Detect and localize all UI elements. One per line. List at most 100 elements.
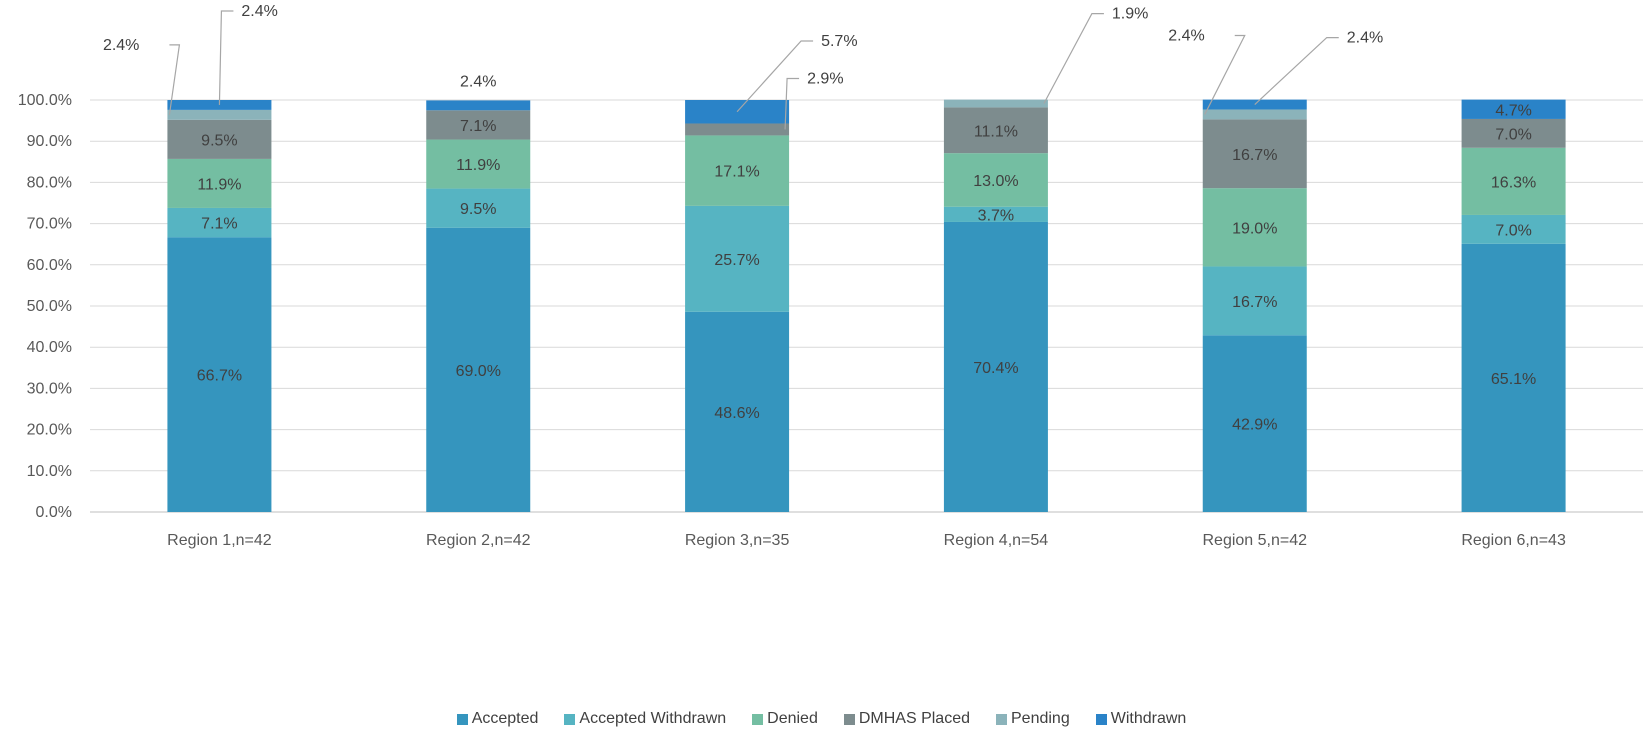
y-tick-label: 60.0% <box>27 257 72 274</box>
data-label: 11.9% <box>456 157 500 174</box>
data-label: 9.5% <box>201 132 237 149</box>
y-tick-label: 70.0% <box>27 216 72 233</box>
y-tick-label: 90.0% <box>27 133 72 150</box>
legend-item[interactable]: Denied <box>752 710 818 728</box>
legend-label: Accepted <box>471 710 539 727</box>
legend-swatch <box>843 713 855 725</box>
data-label: 16.7% <box>1232 294 1277 311</box>
x-tick-label: Region 3,n=35 <box>685 532 790 549</box>
leader-line <box>1043 12 1104 104</box>
data-label: 7.1% <box>201 216 237 233</box>
data-label: 16.7% <box>1232 147 1277 164</box>
legend-item[interactable]: Accepted Withdrawn <box>564 710 726 728</box>
bars <box>167 99 1566 513</box>
y-axis-tick-labels: 0.0% 10.0% 20.0% 30.0% 40.0% 50.0% 60.0% 70.0% 8… <box>18 92 72 521</box>
leader-line <box>736 40 814 113</box>
x-axis-tick-labels: Region 1,n=42 Region 2,n=42 Region 3,n=35 R… <box>167 532 1566 549</box>
x-tick-label: Region 4,n=54 <box>944 532 1049 549</box>
x-tick-label: Region 1,n=42 <box>167 532 272 549</box>
x-tick-label: Region 2,n=42 <box>426 532 531 549</box>
data-label: 66.7% <box>197 368 242 385</box>
legend: Accepted Accepted Withdrawn Denied DMHAS Pl… <box>0 710 1643 728</box>
bar-segment <box>685 135 790 206</box>
data-label: 11.9% <box>197 176 241 193</box>
x-tick-label: Region 6,n=43 <box>1461 532 1566 549</box>
bar-segment <box>167 237 272 513</box>
leader-line <box>784 77 800 130</box>
y-tick-label: 20.0% <box>27 422 72 439</box>
bar-segment <box>167 119 272 159</box>
data-label: 48.6% <box>714 405 759 422</box>
legend-label: Accepted Withdrawn <box>579 710 727 727</box>
y-tick-label: 50.0% <box>27 298 72 315</box>
bar-segment <box>1202 119 1307 189</box>
data-label: 2.4% <box>1168 27 1204 44</box>
bar-segment <box>1202 109 1307 120</box>
legend-label: Denied <box>767 710 818 727</box>
legend-swatch <box>456 713 468 725</box>
bar-segment <box>167 158 272 208</box>
gridlines <box>90 99 1643 513</box>
bar-segment <box>426 227 531 512</box>
bar-segment <box>943 107 1048 154</box>
data-label: 2.4% <box>1347 30 1383 47</box>
data-label: 19.0% <box>1232 220 1277 237</box>
bar-segment <box>1461 147 1566 215</box>
bar-segment <box>685 311 790 512</box>
bar-segment <box>1461 99 1566 119</box>
legend-item[interactable]: Pending <box>996 710 1070 728</box>
bar-segment <box>943 221 1048 512</box>
legend-label: Pending <box>1011 710 1070 727</box>
legend-item[interactable]: DMHAS Placed <box>843 710 970 728</box>
data-label: 5.7% <box>821 33 857 50</box>
legend-swatch <box>564 713 576 725</box>
data-label: 7.0% <box>1495 222 1531 239</box>
data-label: 2.9% <box>807 70 843 87</box>
leader-line <box>218 10 234 105</box>
y-tick-label: 0.0% <box>36 504 72 521</box>
legend-item[interactable]: Accepted <box>456 710 539 728</box>
bar-segment <box>426 188 531 228</box>
bar-segment <box>167 207 272 238</box>
bar-segment <box>426 139 531 189</box>
legend-item[interactable]: Withdrawn <box>1095 710 1187 728</box>
data-label: 2.4% <box>460 73 496 90</box>
data-label: 17.1% <box>714 164 759 181</box>
bar-segment <box>685 205 790 312</box>
legend-label: Withdrawn <box>1110 710 1187 727</box>
bar-segment <box>1202 188 1307 267</box>
bar-segment <box>1461 214 1566 244</box>
x-tick-label: Region 5,n=42 <box>1202 532 1307 549</box>
bar-segment <box>1461 118 1566 148</box>
data-label: 2.4% <box>241 3 277 20</box>
data-label: 7.0% <box>1495 126 1531 143</box>
legend-swatch <box>752 713 764 725</box>
data-label: 1.9% <box>1112 6 1148 23</box>
y-tick-label: 100.0% <box>18 92 72 109</box>
legend-swatch <box>996 713 1007 725</box>
legend-swatch <box>1095 713 1107 725</box>
data-label: 11.1% <box>974 123 1018 140</box>
bar-segment <box>685 100 790 124</box>
bar-segment <box>943 206 1048 222</box>
bar-segment <box>943 99 1048 108</box>
y-tick-label: 30.0% <box>27 380 72 397</box>
bar-segment <box>426 110 531 140</box>
data-label: 9.5% <box>460 201 496 218</box>
y-tick-label: 80.0% <box>27 174 72 191</box>
bar-segment <box>167 109 272 120</box>
leader-line <box>168 44 181 115</box>
data-label: 16.3% <box>1491 174 1536 191</box>
bar-segment <box>1202 266 1307 336</box>
leader-line <box>1254 36 1339 105</box>
data-label: 69.0% <box>456 363 501 380</box>
data-label: 65.1% <box>1491 371 1536 388</box>
data-label: 70.4% <box>973 360 1018 377</box>
data-label: 7.1% <box>460 118 496 135</box>
bar-segment <box>685 123 790 136</box>
y-tick-label: 40.0% <box>27 339 72 356</box>
data-label: 3.7% <box>978 207 1014 224</box>
legend-label: DMHAS Placed <box>858 710 970 727</box>
data-label: 13.0% <box>973 173 1018 190</box>
